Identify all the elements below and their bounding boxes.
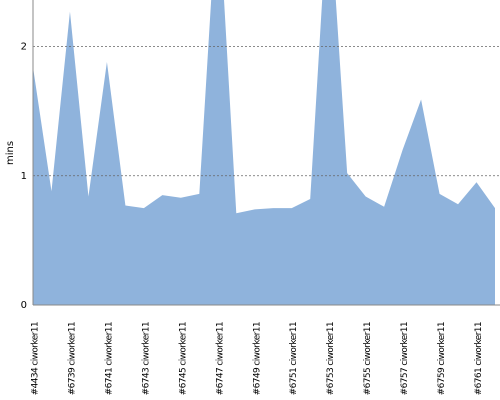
x-tick-label: #6739 ciworker11 [67, 322, 77, 395]
x-tick-label: #6759 ciworker11 [437, 322, 447, 395]
x-tick-label: #6747 ciworker11 [215, 322, 225, 395]
x-tick-label: #6741 ciworker11 [104, 322, 114, 395]
x-tick-label: #6743 ciworker11 [141, 322, 151, 395]
x-tick-label: #6753 ciworker11 [326, 322, 336, 395]
x-tick-label: #4434 ciworker11 [31, 322, 41, 395]
x-tick-label: #6761 ciworker11 [474, 322, 484, 395]
x-tick-label: #6751 ciworker11 [289, 322, 299, 395]
x-tick-label: #6749 ciworker11 [252, 322, 262, 395]
x-tick-label: #6757 ciworker11 [400, 322, 410, 395]
x-tick-label: #6745 ciworker11 [178, 322, 188, 395]
y-tick-label: 2 [21, 42, 27, 53]
x-tick-label: #6755 ciworker11 [363, 322, 373, 395]
y-tick-label: 0 [21, 300, 27, 311]
y-tick-label: 1 [21, 171, 27, 182]
y-axis-label: mins [5, 141, 16, 165]
area [33, 0, 495, 305]
